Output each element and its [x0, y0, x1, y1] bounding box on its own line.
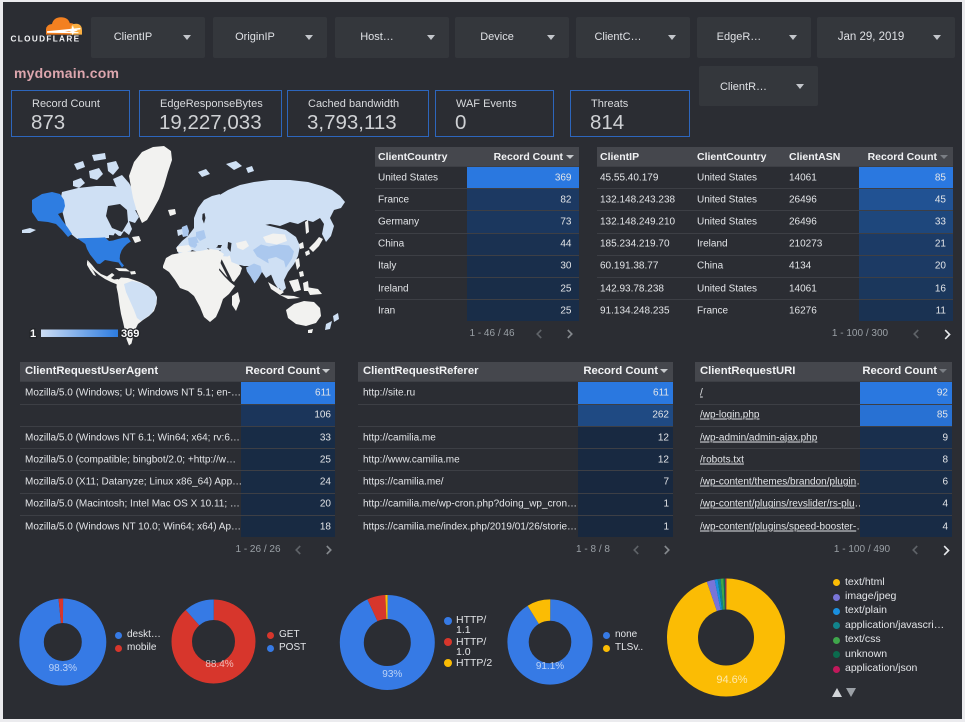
svg-text:1: 1 — [30, 328, 36, 340]
svg-text:369: 369 — [121, 328, 139, 340]
svg-text:CLOUDFLARE: CLOUDFLARE — [11, 35, 81, 44]
